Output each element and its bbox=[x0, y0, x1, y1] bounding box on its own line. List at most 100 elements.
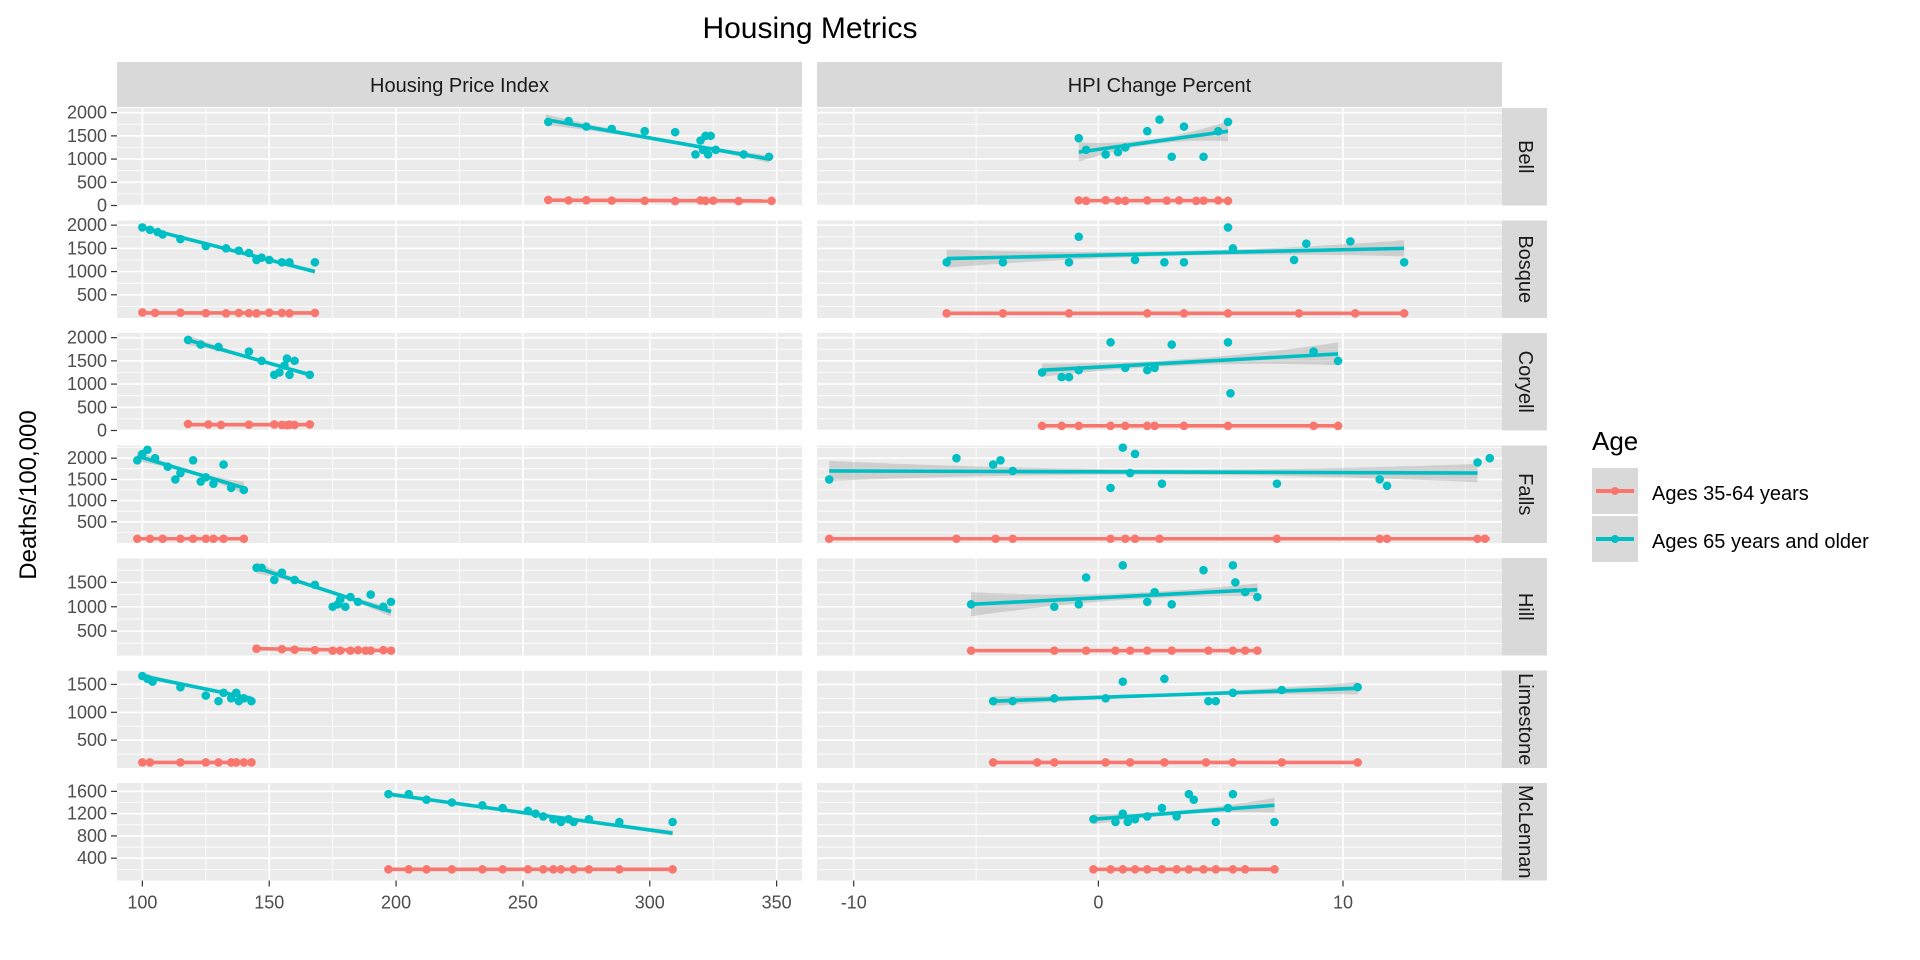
facet-strip-label-coryell: Coryell bbox=[1514, 351, 1536, 413]
data-point-ages-65-years-and-older bbox=[386, 597, 396, 607]
data-point-ages-65-years-and-older bbox=[1106, 337, 1115, 347]
panel-background bbox=[817, 445, 1502, 543]
data-point-ages-65-years-and-older bbox=[379, 602, 388, 612]
data-point-ages-35-64-years bbox=[1213, 196, 1223, 205]
facet-strip-falls bbox=[1502, 445, 1547, 543]
data-point-ages-35-64-years bbox=[1162, 196, 1172, 205]
data-point-ages-35-64-years bbox=[366, 646, 376, 655]
data-point-ages-65-years-and-older bbox=[1211, 696, 1221, 706]
data-point-ages-65-years-and-older bbox=[201, 472, 211, 482]
data-point-ages-35-64-years bbox=[670, 196, 680, 206]
data-point-ages-65-years-and-older bbox=[1223, 337, 1233, 347]
data-point-ages-35-64-years bbox=[379, 645, 388, 655]
data-point-ages-35-64-years bbox=[1211, 865, 1221, 874]
data-point-ages-65-years-and-older bbox=[234, 246, 244, 255]
data-point-ages-35-64-years bbox=[290, 420, 299, 430]
data-point-ages-65-years-and-older bbox=[1008, 696, 1018, 706]
data-point-ages-65-years-and-older bbox=[275, 368, 284, 377]
data-point-ages-35-64-years bbox=[1155, 534, 1164, 544]
facet-strip-housing-price-index bbox=[117, 62, 802, 107]
data-point-ages-65-years-and-older bbox=[1150, 363, 1159, 373]
data-point-ages-65-years-and-older bbox=[1113, 147, 1123, 157]
data-point-ages-65-years-and-older bbox=[176, 468, 185, 478]
data-point-ages-65-years-and-older bbox=[1167, 152, 1177, 162]
data-point-ages-65-years-and-older bbox=[1179, 257, 1189, 267]
data-point-ages-65-years-and-older bbox=[764, 152, 774, 162]
legend-key-point-1 bbox=[1611, 535, 1619, 543]
data-point-ages-35-64-years bbox=[1333, 421, 1343, 431]
data-point-ages-65-years-and-older bbox=[1253, 592, 1262, 602]
data-point-ages-65-years-and-older bbox=[188, 456, 198, 465]
data-point-ages-35-64-years bbox=[305, 420, 315, 429]
data-point-ages-35-64-years bbox=[1050, 758, 1059, 767]
x-tick-label: -10 bbox=[841, 893, 867, 913]
data-point-ages-35-64-years bbox=[1101, 195, 1110, 205]
data-point-ages-65-years-and-older bbox=[346, 592, 355, 602]
data-point-ages-35-64-years bbox=[1223, 309, 1233, 318]
facet-grid: Housing Price Index HPI Change Percent Bel… bbox=[67, 62, 1547, 913]
data-point-ages-65-years-and-older bbox=[447, 798, 457, 807]
data-point-ages-35-64-years bbox=[176, 758, 185, 767]
data-point-ages-35-64-years bbox=[201, 534, 211, 544]
data-point-ages-35-64-years bbox=[328, 646, 337, 655]
data-point-ages-35-64-years bbox=[1228, 758, 1238, 767]
data-point-ages-65-years-and-older bbox=[1142, 597, 1152, 607]
data-point-ages-35-64-years bbox=[1184, 865, 1194, 874]
data-point-ages-35-64-years bbox=[1142, 646, 1152, 655]
facet-strip-label-limestone: Limestone bbox=[1514, 673, 1536, 765]
data-point-ages-65-years-and-older bbox=[1211, 817, 1221, 827]
data-point-ages-65-years-and-older bbox=[1057, 372, 1066, 382]
legend-label-1: Ages 65 years and older bbox=[1652, 531, 1869, 553]
data-point-ages-35-64-years bbox=[1353, 758, 1362, 767]
data-point-ages-65-years-and-older bbox=[538, 812, 548, 821]
data-point-ages-35-64-years bbox=[150, 308, 160, 318]
data-point-ages-65-years-and-older bbox=[1277, 685, 1287, 695]
data-point-ages-65-years-and-older bbox=[1301, 239, 1311, 249]
data-point-ages-35-64-years bbox=[498, 865, 507, 874]
data-point-ages-65-years-and-older bbox=[1101, 694, 1110, 703]
y-tick-label: 500 bbox=[77, 285, 107, 305]
x-tick-label: 100 bbox=[127, 893, 157, 913]
panel-coryell-housing-price-index bbox=[117, 333, 802, 432]
data-point-ages-65-years-and-older bbox=[143, 445, 152, 455]
data-point-ages-35-64-years bbox=[290, 645, 299, 654]
panel-mclennan-housing-price-index bbox=[117, 783, 802, 881]
data-point-ages-35-64-years bbox=[640, 196, 650, 206]
data-point-ages-65-years-and-older bbox=[1228, 789, 1238, 799]
x-tick-label: 350 bbox=[762, 893, 792, 913]
y-tick-label: 1500 bbox=[67, 674, 107, 694]
data-point-ages-65-years-and-older bbox=[1050, 602, 1059, 612]
y-tick-label: 1500 bbox=[67, 469, 107, 489]
data-point-ages-65-years-and-older bbox=[257, 253, 266, 262]
data-point-ages-35-64-years bbox=[1106, 421, 1115, 431]
data-point-ages-65-years-and-older bbox=[150, 453, 160, 463]
data-point-ages-35-64-years bbox=[252, 644, 261, 653]
data-point-ages-35-64-years bbox=[1223, 196, 1233, 206]
data-point-ages-35-64-years bbox=[1081, 196, 1091, 206]
x-tick-label: 0 bbox=[1093, 893, 1103, 913]
data-point-ages-65-years-and-older bbox=[584, 814, 594, 824]
data-point-ages-65-years-and-older bbox=[404, 789, 414, 799]
data-point-ages-35-64-years bbox=[183, 419, 193, 429]
data-point-ages-65-years-and-older bbox=[1037, 368, 1047, 377]
data-point-ages-65-years-and-older bbox=[196, 340, 206, 349]
data-point-ages-35-64-years bbox=[478, 865, 487, 874]
data-point-ages-65-years-and-older bbox=[277, 568, 287, 577]
data-point-ages-65-years-and-older bbox=[1382, 481, 1392, 491]
data-point-ages-35-64-years bbox=[239, 534, 249, 544]
data-point-ages-35-64-years bbox=[1223, 421, 1233, 431]
data-point-ages-35-64-years bbox=[1118, 865, 1128, 874]
legend: Age Ages 35-64 years Ages 65 years and o… bbox=[1592, 426, 1869, 562]
data-point-ages-35-64-years bbox=[1074, 196, 1084, 205]
data-point-ages-35-64-years bbox=[523, 865, 533, 874]
data-point-ages-35-64-years bbox=[353, 645, 363, 655]
data-point-ages-65-years-and-older bbox=[1081, 573, 1091, 582]
data-point-ages-65-years-and-older bbox=[1184, 789, 1194, 799]
data-point-ages-65-years-and-older bbox=[422, 795, 431, 805]
data-point-ages-35-64-years bbox=[310, 308, 320, 318]
data-point-ages-35-64-years bbox=[569, 865, 578, 874]
data-point-ages-65-years-and-older bbox=[257, 563, 266, 573]
data-point-ages-65-years-and-older bbox=[703, 150, 713, 159]
data-point-ages-65-years-and-older bbox=[1157, 479, 1167, 488]
